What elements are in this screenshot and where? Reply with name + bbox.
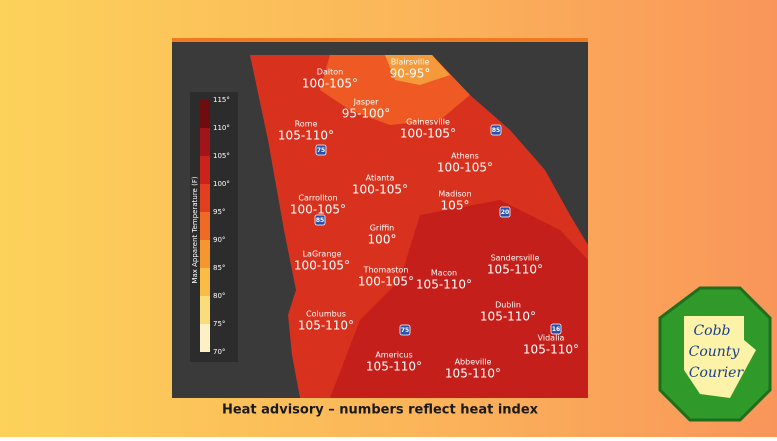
legend-tick-label: 100° xyxy=(213,180,230,188)
city-name: Gainesville xyxy=(406,118,450,127)
interstate-shield xyxy=(550,323,562,335)
legend-title: Max Apparent Temperature (F) xyxy=(191,176,199,283)
city-temp: 100-105° xyxy=(437,161,493,175)
city-name: Dublin xyxy=(495,301,521,310)
city-name: Dalton xyxy=(317,68,343,77)
city-temp: 105-110° xyxy=(523,343,579,357)
legend-tick-label: 85° xyxy=(213,264,225,272)
city-name: Vidalia xyxy=(538,334,565,343)
city-temp: 90-95° xyxy=(390,67,431,81)
city-temp: 100° xyxy=(368,233,397,247)
city-temp: 105-110° xyxy=(366,360,422,374)
legend-band xyxy=(200,156,210,184)
city-temp: 105-110° xyxy=(298,319,354,333)
city-temp: 100-105° xyxy=(302,77,358,91)
city-temp: 100-105° xyxy=(358,275,414,289)
legend-tick-label: 75° xyxy=(213,320,225,328)
interstate-number: 75 xyxy=(317,147,325,154)
mountain-zone xyxy=(385,55,450,85)
city-name: Jasper xyxy=(353,98,379,107)
interstate-shield xyxy=(399,324,411,336)
city-temp: 100-105° xyxy=(294,259,350,273)
city-temp: 100-105° xyxy=(400,127,456,141)
city-name: Blairsville xyxy=(391,58,430,67)
city-name: Griffin xyxy=(370,224,395,233)
legend-band xyxy=(200,296,210,324)
city-temp: 95-100° xyxy=(342,107,391,121)
legend-band xyxy=(200,212,210,240)
legend-tick-label: 115° xyxy=(213,96,230,104)
city-name: Columbus xyxy=(306,310,346,319)
legend-tick-label: 80° xyxy=(213,292,225,300)
interstate-shield xyxy=(314,214,326,226)
legend-band xyxy=(200,268,210,296)
city-name: Abbeville xyxy=(455,358,492,367)
legend-band xyxy=(200,240,210,268)
logo-text: Cobb xyxy=(693,323,730,339)
city-name: Atlanta xyxy=(366,174,395,183)
city-name: Madison xyxy=(438,190,471,199)
legend-band xyxy=(200,324,210,352)
interstate-number: 20 xyxy=(501,209,509,216)
city-temp: 105-110° xyxy=(487,263,543,277)
interstate-shield xyxy=(315,144,327,156)
legend-tick-label: 95° xyxy=(213,208,225,216)
logo-county xyxy=(684,316,756,398)
city-temp: 105-110° xyxy=(480,310,536,324)
city-name: Athens xyxy=(451,152,479,161)
legend-tick-label: 110° xyxy=(213,124,230,132)
caption: Heat advisory – numbers reflect heat ind… xyxy=(222,403,539,418)
logo-text: Courier xyxy=(689,365,745,381)
city-temp: 105° xyxy=(441,199,470,213)
legend-tick-label: 105° xyxy=(213,152,230,160)
legend-band xyxy=(200,128,210,156)
city-name: LaGrange xyxy=(303,250,342,259)
city-temp: 105-110° xyxy=(445,367,501,381)
legend-box xyxy=(190,92,238,362)
interstate-number: 16 xyxy=(552,326,560,333)
legend-band xyxy=(200,184,210,212)
logo-text: County xyxy=(689,344,741,360)
city-name: Rome xyxy=(295,120,318,129)
city-name: Americus xyxy=(375,351,412,360)
interstate-number: 85 xyxy=(316,217,324,224)
city-name: Macon xyxy=(431,269,457,278)
city-temp: 100-105° xyxy=(290,203,346,217)
legend-bar xyxy=(200,100,210,352)
city-name: Carrollton xyxy=(298,194,337,203)
legend-band xyxy=(200,100,210,128)
city-name: Sandersville xyxy=(491,254,540,263)
legend-tick-label: 90° xyxy=(213,236,225,244)
interstate-shield xyxy=(499,206,511,218)
interstate-shield xyxy=(490,124,502,136)
city-name: Thomaston xyxy=(363,266,409,275)
city-temp: 100-105° xyxy=(352,183,408,197)
map-top-bar xyxy=(172,38,588,42)
legend-tick-label: 70° xyxy=(213,348,225,356)
city-temp: 105-110° xyxy=(416,278,472,292)
interstate-number: 75 xyxy=(401,327,409,334)
interstate-number: 85 xyxy=(492,127,500,134)
south-zone xyxy=(330,200,588,398)
city-temp: 105-110° xyxy=(278,129,334,143)
